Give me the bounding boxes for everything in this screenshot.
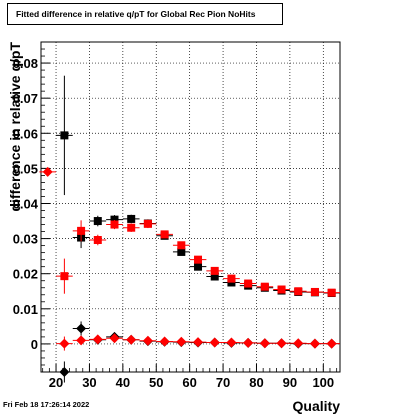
y-tick-label: 0.01 — [13, 302, 38, 317]
data-point-diamond — [243, 337, 254, 348]
data-point-square — [177, 241, 186, 250]
data-point-diamond — [259, 338, 270, 349]
data-point-diamond — [209, 337, 220, 348]
y-tick-label: 0.06 — [13, 126, 38, 141]
data-point-square — [160, 230, 169, 239]
axis-labels: 20 30 40 50 60 70 80 90 100 0 0.01 0.02 0.03 0.04 0.05… — [7, 42, 340, 414]
y-tick-label: 0.08 — [13, 56, 38, 71]
x-tick-label: 40 — [116, 375, 130, 390]
data-point-square — [327, 288, 336, 297]
data-point-square — [194, 262, 203, 271]
data-point-square — [143, 219, 152, 228]
data-point-diamond — [193, 337, 204, 348]
data-point-square — [93, 236, 102, 244]
data-point-square — [210, 266, 219, 275]
data-point-diamond — [59, 338, 70, 349]
data-point-diamond — [276, 338, 287, 349]
x-tick-label: 60 — [182, 375, 196, 390]
data-point-square — [260, 282, 269, 291]
y-tick-label: 0.05 — [13, 161, 38, 176]
data-point-square — [210, 272, 219, 281]
chart-title: Fitted difference in relative q/pT for G… — [7, 3, 283, 25]
data-point-diamond — [59, 367, 70, 377]
y-tick-label: 0.02 — [13, 267, 38, 282]
data-point-square — [127, 223, 136, 232]
data-point-square — [244, 279, 253, 288]
x-tick-label: 90 — [283, 375, 297, 390]
data-point-square — [110, 220, 119, 229]
data-point-diamond — [293, 338, 304, 349]
x-tick-label: 80 — [249, 375, 263, 390]
data-point-square — [194, 255, 203, 264]
data-point-square — [227, 274, 236, 283]
data-point-diamond — [309, 338, 320, 349]
data-point-diamond — [92, 334, 103, 345]
data-point-square — [294, 287, 303, 296]
y-tick-label: 0.04 — [13, 196, 39, 211]
data-point-diamond — [159, 336, 170, 347]
footer-timestamp: Fri Feb 18 17:26:14 2022 — [3, 400, 90, 409]
data-point-square — [110, 215, 119, 224]
y-tick-label: 0 — [31, 337, 38, 352]
data-point-square — [77, 226, 86, 235]
data-marks — [39, 75, 340, 383]
data-point-diamond — [142, 335, 153, 346]
x-tick-label: 30 — [82, 375, 96, 390]
data-point-square — [60, 131, 69, 140]
data-point-diamond — [176, 336, 187, 347]
y-axis-label: difference in relative q/pT — [7, 42, 23, 212]
data-point-diamond — [326, 338, 337, 349]
x-axis-label: Quality — [293, 398, 341, 414]
data-point-square — [277, 285, 286, 294]
plot-frame — [40, 41, 341, 373]
data-point-diamond — [76, 323, 87, 334]
data-point-diamond — [126, 334, 137, 345]
y-tick-label: 0.03 — [13, 232, 38, 247]
data-point-diamond — [76, 335, 87, 346]
data-point-square — [177, 247, 186, 256]
data-point-diamond — [109, 333, 120, 344]
x-tick-label: 100 — [312, 375, 334, 390]
data-point-square — [60, 272, 69, 281]
axes — [40, 41, 341, 373]
x-tick-label: 70 — [216, 375, 230, 390]
data-point-diamond — [42, 166, 53, 177]
x-tick-label: 50 — [149, 375, 163, 390]
x-tick-label: 20 — [49, 375, 63, 390]
y-tick-label: 0.07 — [13, 91, 38, 106]
data-point-square — [310, 287, 319, 296]
data-point-diamond — [226, 337, 237, 348]
data-point-square — [93, 217, 102, 226]
grid-lines — [41, 42, 340, 372]
data-point-square — [127, 214, 136, 223]
